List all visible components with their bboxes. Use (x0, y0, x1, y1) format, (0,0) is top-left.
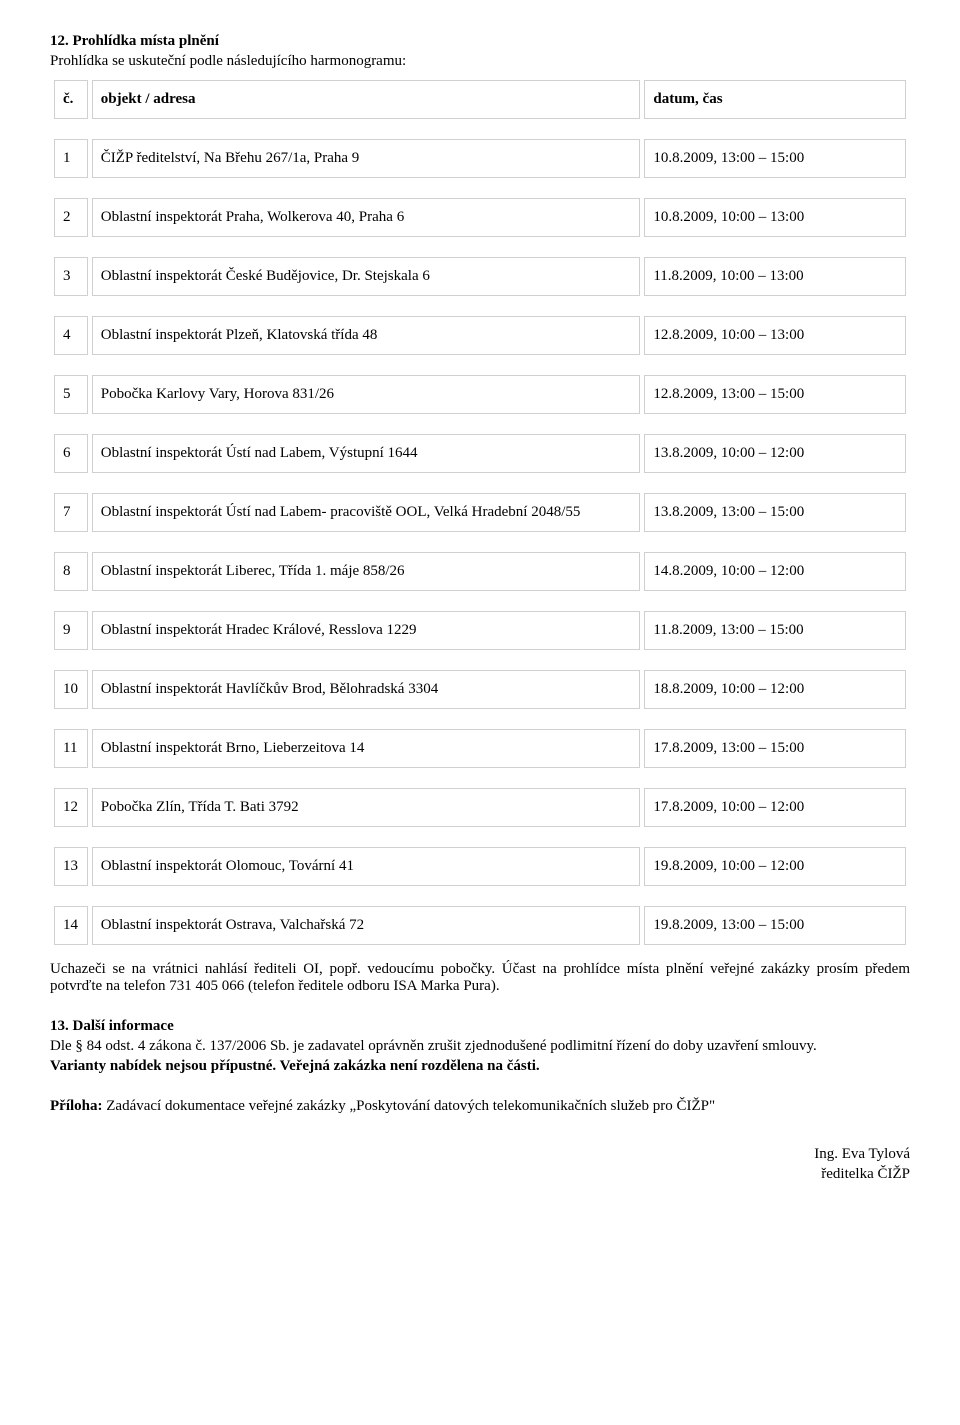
row-object: Oblastní inspektorát Plzeň, Klatovská tř… (92, 316, 641, 355)
row-num: 8 (54, 552, 88, 591)
table-row: 14Oblastní inspektorát Ostrava, Valchařs… (50, 902, 910, 949)
row-date: 17.8.2009, 10:00 – 12:00 (644, 788, 906, 827)
row-num: 7 (54, 493, 88, 532)
section12-footer: Uchazeči se na vrátnici nahlásí řediteli… (50, 961, 910, 995)
table-row: 12Pobočka Zlín, Třída T. Bati 379217.8.2… (50, 784, 910, 831)
row-date: 12.8.2009, 13:00 – 15:00 (644, 375, 906, 414)
header-obj: objekt / adresa (92, 80, 641, 119)
row-date: 12.8.2009, 10:00 – 13:00 (644, 316, 906, 355)
row-date: 13.8.2009, 13:00 – 15:00 (644, 493, 906, 532)
attachment-line: Příloha: Zadávací dokumentace veřejné za… (50, 1098, 910, 1115)
row-date: 11.8.2009, 13:00 – 15:00 (644, 611, 906, 650)
schedule-table: č. objekt / adresa datum, čas (50, 76, 910, 123)
row-object: Oblastní inspektorát Hradec Králové, Res… (92, 611, 641, 650)
row-date: 18.8.2009, 10:00 – 12:00 (644, 670, 906, 709)
row-num: 5 (54, 375, 88, 414)
row-num: 11 (54, 729, 88, 768)
row-date: 13.8.2009, 10:00 – 12:00 (644, 434, 906, 473)
attachment-text: Zadávací dokumentace veřejné zakázky „Po… (103, 1098, 716, 1114)
row-object: Oblastní inspektorát Praha, Wolkerova 40… (92, 198, 641, 237)
row-object: Oblastní inspektorát Liberec, Třída 1. m… (92, 552, 641, 591)
row-date: 10.8.2009, 13:00 – 15:00 (644, 139, 906, 178)
row-num: 3 (54, 257, 88, 296)
row-num: 14 (54, 906, 88, 945)
row-object: Oblastní inspektorát Ostrava, Valchařská… (92, 906, 641, 945)
row-object: ČIŽP ředitelství, Na Břehu 267/1a, Praha… (92, 139, 641, 178)
row-num: 2 (54, 198, 88, 237)
section13-p1: Dle § 84 odst. 4 zákona č. 137/2006 Sb. … (50, 1038, 910, 1055)
attachment-label: Příloha: (50, 1098, 103, 1114)
row-date: 10.8.2009, 10:00 – 13:00 (644, 198, 906, 237)
table-row: 7Oblastní inspektorát Ústí nad Labem- pr… (50, 489, 910, 536)
row-object: Pobočka Karlovy Vary, Horova 831/26 (92, 375, 641, 414)
row-object: Oblastní inspektorát Brno, Lieberzeitova… (92, 729, 641, 768)
table-row: 11Oblastní inspektorát Brno, Lieberzeito… (50, 725, 910, 772)
row-object: Oblastní inspektorát Olomouc, Tovární 41 (92, 847, 641, 886)
table-row: 13Oblastní inspektorát Olomouc, Tovární … (50, 843, 910, 890)
row-object: Pobočka Zlín, Třída T. Bati 3792 (92, 788, 641, 827)
row-num: 1 (54, 139, 88, 178)
row-date: 17.8.2009, 13:00 – 15:00 (644, 729, 906, 768)
row-num: 4 (54, 316, 88, 355)
row-object: Oblastní inspektorát Havlíčkův Brod, Běl… (92, 670, 641, 709)
row-num: 12 (54, 788, 88, 827)
row-num: 9 (54, 611, 88, 650)
table-row: 9Oblastní inspektorát Hradec Králové, Re… (50, 607, 910, 654)
row-date: 19.8.2009, 13:00 – 15:00 (644, 906, 906, 945)
table-row: 1ČIŽP ředitelství, Na Břehu 267/1a, Prah… (50, 135, 910, 182)
header-num: č. (54, 80, 88, 119)
table-row: 5Pobočka Karlovy Vary, Horova 831/2612.8… (50, 371, 910, 418)
table-row: 2Oblastní inspektorát Praha, Wolkerova 4… (50, 194, 910, 241)
row-date: 11.8.2009, 10:00 – 13:00 (644, 257, 906, 296)
table-row: 8Oblastní inspektorát Liberec, Třída 1. … (50, 548, 910, 595)
table-header-row: č. objekt / adresa datum, čas (54, 80, 906, 119)
section12-intro: Prohlídka se uskuteční podle následující… (50, 53, 910, 70)
table-row: 6Oblastní inspektorát Ústí nad Labem, Vý… (50, 430, 910, 477)
row-num: 6 (54, 434, 88, 473)
table-row: 4Oblastní inspektorát Plzeň, Klatovská t… (50, 312, 910, 359)
row-object: Oblastní inspektorát Ústí nad Labem, Výs… (92, 434, 641, 473)
table-row: 3Oblastní inspektorát České Budějovice, … (50, 253, 910, 300)
row-date: 19.8.2009, 10:00 – 12:00 (644, 847, 906, 886)
section13-title: 13. Další informace (50, 1018, 910, 1035)
row-num: 10 (54, 670, 88, 709)
section13-p2: Varianty nabídek nejsou přípustné. Veřej… (50, 1058, 910, 1075)
signature-name: Ing. Eva Tylová (50, 1145, 910, 1165)
row-object: Oblastní inspektorát České Budějovice, D… (92, 257, 641, 296)
row-object: Oblastní inspektorát Ústí nad Labem- pra… (92, 493, 641, 532)
row-num: 13 (54, 847, 88, 886)
section12-title: 12. Prohlídka místa plnění (50, 33, 910, 50)
header-date: datum, čas (644, 80, 906, 119)
signature-block: Ing. Eva Tylová ředitelka ČIŽP (50, 1145, 910, 1184)
row-date: 14.8.2009, 10:00 – 12:00 (644, 552, 906, 591)
signature-role: ředitelka ČIŽP (50, 1165, 910, 1185)
table-row: 10Oblastní inspektorát Havlíčkův Brod, B… (50, 666, 910, 713)
